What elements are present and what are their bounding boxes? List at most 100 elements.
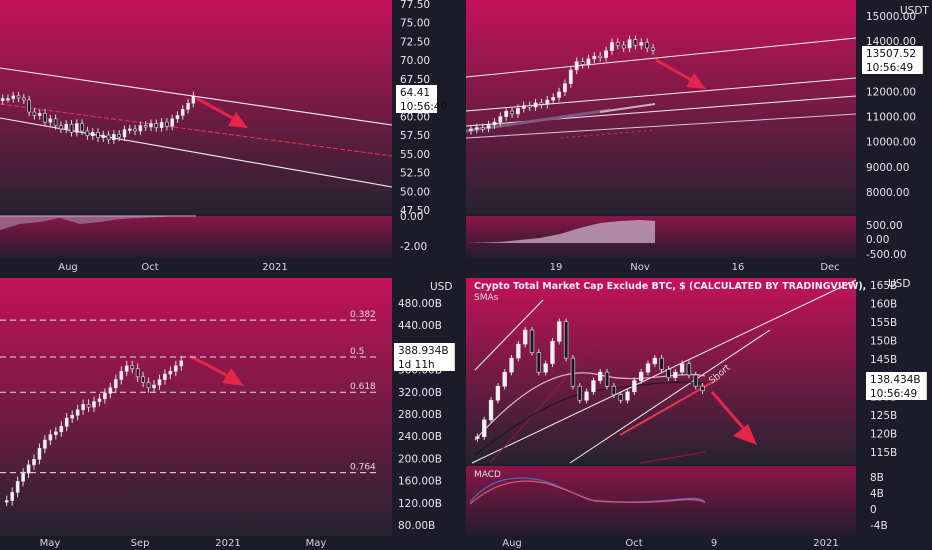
candle-down bbox=[659, 357, 664, 370]
candle-up bbox=[625, 391, 630, 401]
y-tick-label: 125B bbox=[870, 410, 897, 422]
y-tick-label: 57.50 bbox=[400, 130, 430, 142]
y-tick-label: 72.50 bbox=[400, 36, 430, 48]
price-tag: 64.41 bbox=[400, 87, 430, 99]
candle-up bbox=[21, 472, 25, 482]
x-tick-label: 2021 bbox=[813, 538, 838, 549]
y-tick-label: 15000.00 bbox=[866, 11, 916, 23]
y-tick-label: 115B bbox=[870, 447, 897, 459]
axis-layer: 77.50 75.00 72.50 70.00 67.50 60.00 57.50 55.00… bbox=[40, 0, 927, 549]
candle-up bbox=[598, 371, 603, 381]
candle-down bbox=[69, 123, 74, 133]
candle-down bbox=[621, 44, 626, 49]
candle-up bbox=[563, 83, 567, 93]
candle-up bbox=[90, 132, 95, 137]
candle-up bbox=[174, 365, 178, 372]
x-tick-label: 16 bbox=[732, 262, 745, 273]
candle-up bbox=[11, 95, 16, 99]
candles-layer bbox=[0, 35, 705, 506]
candle-up bbox=[591, 380, 596, 393]
price-tag-box bbox=[396, 85, 437, 99]
y-tick-label: 80.00B bbox=[398, 520, 435, 532]
x-tick-label: 9 bbox=[711, 538, 717, 549]
candle-up bbox=[469, 128, 473, 131]
candle-up bbox=[557, 321, 562, 342]
candle-down bbox=[645, 42, 650, 49]
candle-up bbox=[149, 123, 153, 128]
candle-down bbox=[106, 134, 111, 141]
candle-up bbox=[639, 42, 644, 46]
candle-up bbox=[48, 434, 53, 441]
indicator-tick-label: -2.00 bbox=[400, 241, 427, 253]
br-macd bbox=[469, 477, 706, 505]
tl-indicator bbox=[0, 215, 196, 230]
candle-up bbox=[10, 492, 14, 501]
x-tick-label: 2021 bbox=[262, 262, 287, 273]
time-tag-box bbox=[862, 60, 923, 74]
br-chart-title: Crypto Total Market Cap Exclude BTC, $ (… bbox=[474, 281, 866, 292]
candle-up bbox=[504, 110, 509, 117]
y-tick-label: 77.50 bbox=[400, 0, 430, 11]
y-tick-label: 55.00 bbox=[400, 149, 430, 161]
candle-down bbox=[615, 42, 620, 46]
y-tick-label: 440.00B bbox=[398, 320, 442, 332]
br-chart-subtitle: SMAs bbox=[474, 293, 499, 303]
tl-trendlines bbox=[0, 67, 393, 188]
x-tick-label: 2021 bbox=[215, 538, 240, 549]
candle-down bbox=[527, 105, 532, 108]
candle-up bbox=[159, 121, 164, 128]
candle-up bbox=[516, 343, 521, 359]
candle-up bbox=[586, 58, 591, 65]
y-tick-label: 10000.00 bbox=[866, 137, 916, 149]
candle-up bbox=[37, 448, 42, 460]
candle-up bbox=[32, 459, 36, 466]
candle-up bbox=[474, 127, 479, 130]
x-tick-label: Dec bbox=[820, 262, 839, 273]
x-tick-label: May bbox=[40, 538, 61, 549]
candle-up bbox=[557, 91, 561, 98]
y-tick-label: 280.00B bbox=[398, 409, 442, 421]
candle-up bbox=[152, 384, 156, 389]
candle-down bbox=[154, 123, 159, 128]
time-tag-box bbox=[396, 99, 437, 113]
time-tag-box bbox=[394, 357, 455, 371]
candle-up bbox=[70, 415, 74, 419]
y-tick-label: 155B bbox=[870, 317, 897, 329]
price-tag-box bbox=[394, 343, 455, 357]
price-tag-box bbox=[862, 46, 923, 60]
candle-up bbox=[15, 481, 20, 493]
x-tick-label: Aug bbox=[502, 538, 522, 549]
candle-up bbox=[627, 39, 632, 49]
candle-down bbox=[563, 321, 569, 359]
indicator-tick-label: 0.00 bbox=[400, 211, 423, 223]
indicator-tick-label: 0 bbox=[870, 504, 877, 516]
candle-down bbox=[165, 121, 169, 127]
fib-level-label: 0.382 bbox=[350, 310, 376, 320]
y-tick-label: 47.50 bbox=[400, 205, 430, 217]
y-tick-label: 150B bbox=[870, 336, 897, 348]
candle-up bbox=[163, 373, 167, 380]
candle-up bbox=[495, 385, 501, 401]
candle-up bbox=[522, 329, 528, 345]
candle-down bbox=[141, 376, 145, 383]
candle-down bbox=[27, 99, 31, 113]
candle-down bbox=[53, 118, 58, 126]
candle-up bbox=[122, 129, 127, 138]
tr-currency: USDT bbox=[900, 5, 929, 17]
candle-down bbox=[529, 329, 535, 353]
candle-up bbox=[168, 371, 173, 375]
candle-up bbox=[37, 113, 42, 116]
tr-indicator bbox=[466, 220, 655, 243]
candle-up bbox=[43, 439, 47, 449]
candle-up bbox=[108, 387, 113, 394]
candle-up bbox=[157, 379, 162, 386]
candle-down bbox=[580, 61, 585, 65]
candle-up bbox=[101, 134, 106, 139]
y-tick-label: 12000.00 bbox=[866, 86, 916, 98]
indicator-tick-label: 0.00 bbox=[866, 234, 889, 246]
candle-down bbox=[686, 363, 692, 376]
price-tag-box bbox=[866, 372, 927, 386]
time-tag: 10:56:49 bbox=[400, 101, 447, 113]
